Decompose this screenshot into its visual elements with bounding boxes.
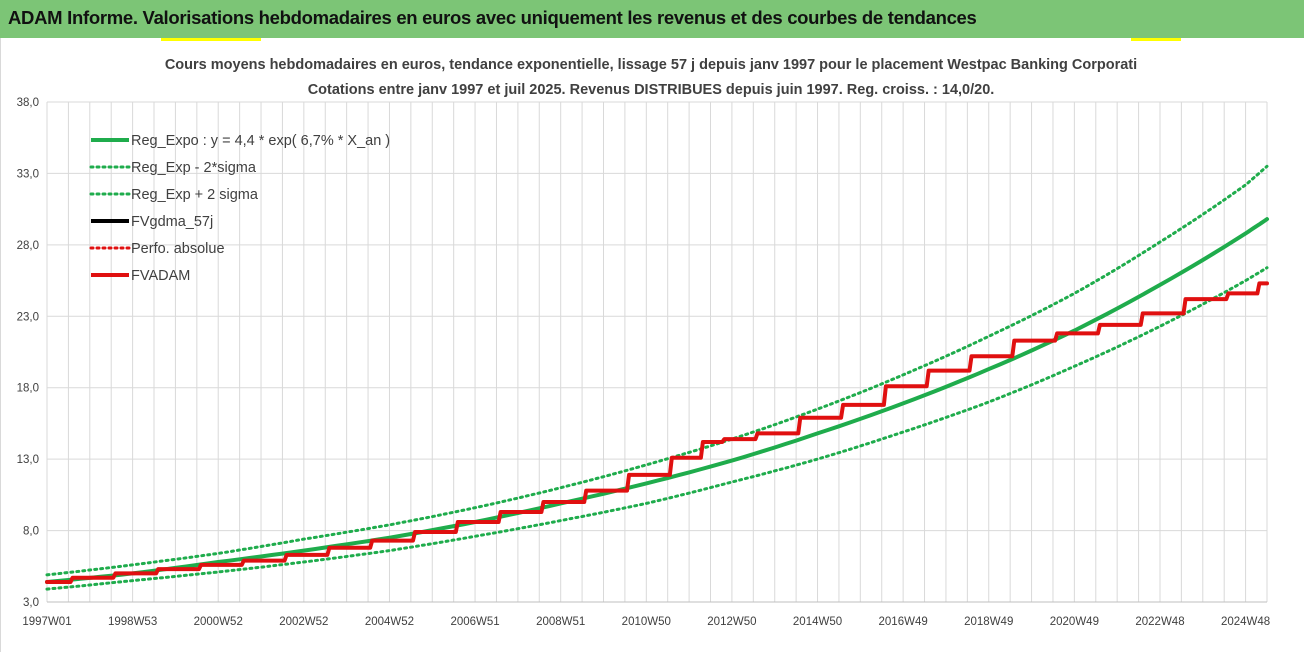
x-tick-label: 2008W51: [536, 616, 585, 628]
x-tick-label: 1998W53: [108, 616, 157, 628]
chart-subtitle: Cotations entre janv 1997 et juil 2025. …: [308, 82, 995, 98]
x-axis: 1997W01 1998W53 2000W52 2002W52 2004W52 2006W…: [22, 616, 1270, 628]
series-line-reg-expo-y-4-4-exp-6-7-x-an: [45, 217, 1269, 584]
x-tick-label: 2020W49: [1050, 616, 1099, 628]
chart-area: Cours moyens hebdomadaires en euros, ten…: [0, 38, 1304, 652]
report-banner: ADAM Informe. Valorisations hebdomadaire…: [0, 0, 1304, 38]
y-tick-label: 28,0: [17, 240, 39, 252]
legend-label: FVgdma_57j: [131, 214, 213, 230]
legend-label: Reg_Exp + 2 sigma: [131, 187, 259, 203]
x-tick-label: 2012W50: [707, 616, 756, 628]
x-tick-label: 2010W50: [622, 616, 671, 628]
banner-title: ADAM Informe. Valorisations hebdomadaire…: [8, 7, 977, 28]
x-tick-label: 2002W52: [279, 616, 328, 628]
y-tick-label: 38,0: [17, 97, 39, 109]
chart-title: Cours moyens hebdomadaires en euros, ten…: [165, 57, 1137, 73]
accent-mark: [161, 38, 261, 41]
y-tick-label: 8,0: [23, 526, 39, 538]
y-tick-label: 18,0: [17, 383, 39, 395]
x-tick-label: 2006W51: [450, 616, 499, 628]
x-tick-label: 1997W01: [22, 616, 71, 628]
series-line-fvgdma-57j: [45, 282, 1269, 584]
x-tick-label: 2022W48: [1135, 616, 1184, 628]
legend: Reg_Expo : y = 4,4 * exp( 6,7% * X_an ) R…: [89, 38, 1181, 284]
x-tick-label: 2014W50: [793, 616, 842, 628]
x-tick-label: 2024W48: [1221, 616, 1270, 628]
y-tick-label: 13,0: [17, 454, 39, 466]
series-line-fvadam: [45, 281, 1269, 584]
series-layer: [45, 164, 1269, 591]
legend-label: Reg_Exp - 2*sigma: [131, 160, 257, 176]
legend-label: FVADAM: [131, 268, 190, 284]
x-tick-label: 2018W49: [964, 616, 1013, 628]
x-tick-label: 2004W52: [365, 616, 414, 628]
y-tick-label: 3,0: [23, 597, 39, 609]
legend-label: Reg_Expo : y = 4,4 * exp( 6,7% * X_an ): [131, 133, 390, 149]
series-line-reg-exp-2-sigma: [45, 266, 1269, 591]
legend-label: Perfo. absolue: [131, 241, 225, 257]
x-tick-label: 2016W49: [879, 616, 928, 628]
accent-mark: [1131, 38, 1181, 41]
y-axis: 3,0 8,0 13,0 18,0 23,0 28,0 33,0 38,0: [17, 97, 39, 609]
y-tick-label: 23,0: [17, 311, 39, 323]
accent-marks: [161, 38, 1181, 41]
x-tick-label: 2000W52: [194, 616, 243, 628]
gridlines: [46, 101, 1268, 603]
line-chart: Cours moyens hebdomadaires en euros, ten…: [17, 38, 1270, 628]
series-line-reg-exp-2-sigma: [45, 164, 1269, 577]
y-tick-label: 33,0: [17, 168, 39, 180]
